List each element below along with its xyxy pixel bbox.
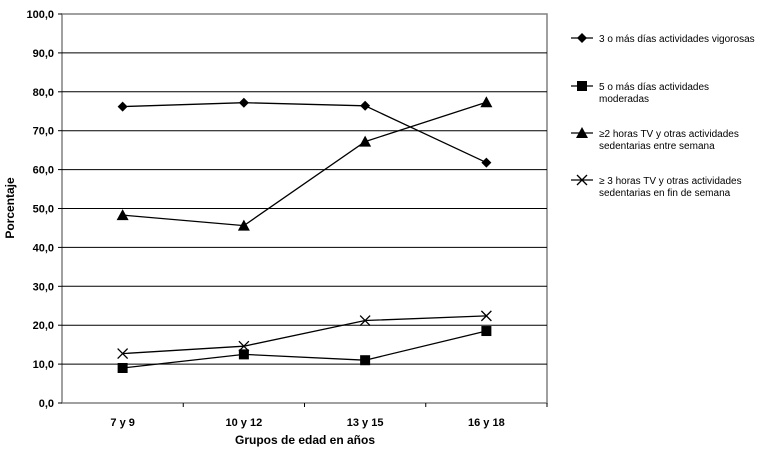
square-marker [577, 81, 587, 91]
triangle-marker [237, 219, 250, 231]
x-axis-ticks: 7 y 9 10 y 12 13 y 15 16 y 18 [110, 403, 548, 429]
legend-label: sedentarias en fin de semana [599, 188, 731, 199]
square-marker [481, 326, 492, 337]
x-tick-label: 13 y 15 [347, 417, 384, 429]
diamond-marker [481, 157, 492, 168]
x-marker [359, 315, 371, 326]
y-tick-label: 10,0 [33, 359, 54, 371]
y-tick-label: 0,0 [39, 398, 54, 410]
triangle-marker [359, 135, 372, 147]
legend-label: sedentarias entre semana [599, 141, 715, 152]
y-axis-ticks: 0,0 10,0 20,0 30,0 40,0 50,0 60,0 70,0 80,0 90,0 1… [26, 9, 62, 410]
x-axis-title: Grupos de edad en años [235, 433, 375, 447]
series-triangle [116, 96, 493, 231]
legend-label: moderadas [599, 94, 649, 105]
y-tick-label: 70,0 [33, 126, 54, 138]
legend-item: ≥2 horas TV y otras actividadessedentari… [571, 127, 739, 152]
y-tick-label: 60,0 [33, 165, 54, 177]
x-tick-label: 16 y 18 [468, 417, 505, 429]
square-marker [360, 355, 371, 366]
legend-item: 3 o más días actividades vigorosas [571, 33, 755, 45]
series-group [116, 96, 493, 373]
y-tick-label: 30,0 [33, 281, 54, 293]
legend-label: ≥2 horas TV y otras actividades [599, 129, 739, 140]
y-tick-label: 100,0 [26, 9, 54, 21]
series-line [122, 102, 487, 164]
y-tick-label: 90,0 [33, 48, 54, 60]
square-marker [238, 349, 249, 360]
diamond-marker [117, 101, 128, 112]
diamond-marker [360, 100, 371, 111]
series-line [122, 101, 487, 227]
x-tick-label: 7 y 9 [110, 417, 134, 429]
triangle-marker [480, 96, 493, 108]
y-tick-label: 20,0 [33, 320, 54, 332]
legend-label: 3 o más días actividades vigorosas [599, 34, 755, 45]
triangle-marker [576, 127, 588, 138]
series-diamond [117, 97, 492, 168]
series-x [117, 310, 492, 360]
legend-label: ≥ 3 horas TV y otras actividades [599, 176, 742, 187]
y-tick-label: 80,0 [33, 87, 54, 99]
x-marker [238, 340, 250, 352]
square-marker [117, 362, 128, 373]
y-tick-label: 50,0 [33, 204, 54, 216]
series-square [117, 326, 492, 373]
y-tick-label: 40,0 [33, 242, 54, 254]
x-tick-label: 10 y 12 [226, 417, 263, 429]
triangle-marker [116, 209, 129, 221]
legend-label: 5 o más días actividades [599, 82, 709, 93]
gridlines [61, 13, 548, 404]
y-axis-title: Porcentaje [3, 177, 17, 239]
x-marker [576, 174, 588, 186]
series-line [122, 315, 487, 355]
legend-item: ≥ 3 horas TV y otras actividadessedentar… [571, 174, 742, 199]
series-line [122, 330, 487, 369]
x-marker [480, 310, 492, 322]
legend: 3 o más días actividades vigorosas 5 o má… [571, 33, 755, 199]
x-marker [117, 348, 129, 360]
diamond-marker [577, 33, 587, 43]
diamond-marker [238, 97, 249, 108]
